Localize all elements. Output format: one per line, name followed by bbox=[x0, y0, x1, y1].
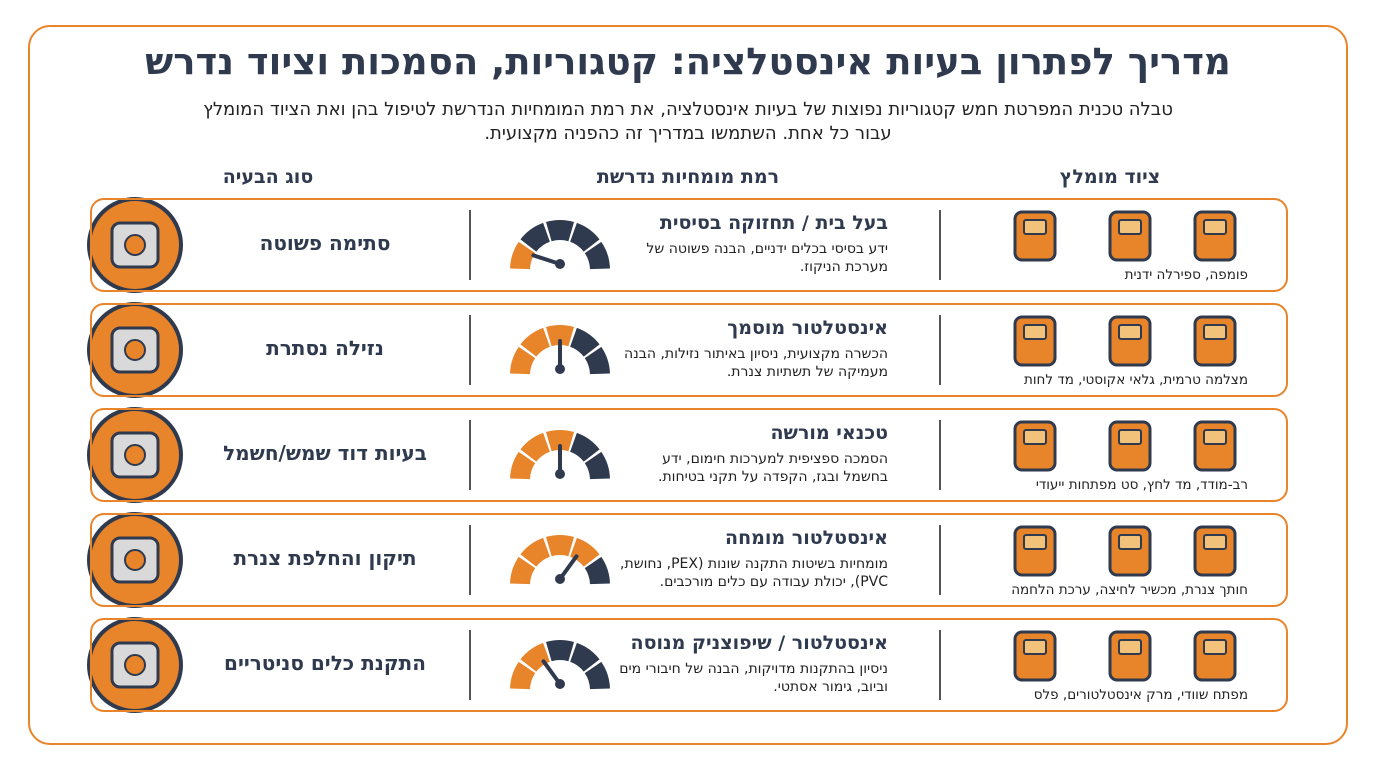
expertise-level: טכנאי מורשה bbox=[770, 422, 889, 444]
equipment-icon-detail bbox=[1118, 324, 1142, 340]
gauge-segment bbox=[584, 346, 610, 375]
equipment-icon-detail bbox=[1118, 219, 1142, 235]
expertise-level: אינסטלטור / שיפוצניק מנוסה bbox=[630, 632, 888, 654]
expertise-level: אינסטלטור מומחה bbox=[725, 527, 888, 549]
equipment-icon-detail bbox=[1023, 219, 1047, 235]
gauge-segment bbox=[570, 222, 600, 252]
gauge-hub bbox=[555, 469, 565, 479]
expertise-description: מומחיות בשיטות התקנה שונות (PEX, נחושת, … bbox=[620, 556, 888, 590]
problem-icon-detail bbox=[124, 234, 146, 256]
gauge-hub bbox=[555, 364, 565, 374]
gauge-segment bbox=[584, 661, 610, 690]
problem-type: סתימה פשוטה bbox=[259, 231, 391, 255]
gauge-segment bbox=[520, 537, 550, 567]
equipment-icon-detail bbox=[1118, 429, 1142, 445]
expertise-level: בעל בית / תחזוקה בסיסית bbox=[659, 212, 888, 234]
gauge-segment bbox=[570, 327, 600, 357]
problem-type: בעיות דוד שמש/חשמל bbox=[223, 441, 427, 465]
gauge-hub bbox=[555, 259, 565, 269]
gauge-segment bbox=[545, 535, 575, 557]
expertise-description: הסמכה ספציפית למערכות חימום, ידע בחשמל ו… bbox=[658, 451, 888, 485]
gauge-segment bbox=[570, 642, 600, 672]
table-row bbox=[90, 513, 1288, 607]
problem-icon-detail bbox=[124, 654, 146, 676]
equipment: פומפה, ספירלה ידנית bbox=[1124, 267, 1248, 283]
equipment-icon-detail bbox=[1203, 534, 1227, 550]
gauge-segment bbox=[570, 432, 600, 462]
equipment-icon-detail bbox=[1203, 429, 1227, 445]
subtitle: טבלה טכנית המפרטת חמש קטגוריות נפוצות של… bbox=[203, 99, 1173, 144]
frame bbox=[28, 25, 1348, 745]
problem-type: התקנת כלים סניטריים bbox=[224, 651, 426, 675]
expertise-description: הכשרה מקצועית, ניסיון באיתור נזילות, הבנ… bbox=[624, 346, 888, 380]
problem-icon-detail bbox=[124, 339, 146, 361]
equipment: חותך צנרת, מכשיר לחיצה, ערכת הלחמה bbox=[1011, 582, 1248, 598]
title: מדריך לפתרון בעיות אינסטלציה: קטגוריות, … bbox=[145, 40, 1231, 83]
table-row bbox=[90, 198, 1288, 292]
equipment-icon-detail bbox=[1203, 324, 1227, 340]
problem-type: נזילה נסתרת bbox=[266, 336, 384, 360]
expertise-level: אינסטלטור מוסמך bbox=[727, 317, 888, 339]
equipment-icon-detail bbox=[1023, 324, 1047, 340]
expertise-description: ידע בסיסי בכלים ידניים, הבנה פשוטה של מע… bbox=[646, 241, 888, 275]
gauge-segment bbox=[584, 241, 610, 270]
column-header: רמת מומחיות נדרשת bbox=[596, 166, 780, 188]
gauge-segment bbox=[584, 556, 610, 585]
gauge-segment bbox=[510, 346, 536, 375]
table-row bbox=[90, 618, 1288, 712]
gauge-segment bbox=[545, 639, 575, 662]
gauge-segment bbox=[520, 642, 550, 672]
gauge-segment bbox=[520, 222, 550, 252]
gauge-segment bbox=[584, 451, 610, 480]
expertise-description: ניסיון בהתקנות מדויקות, הבנה של חיבורי מ… bbox=[619, 661, 888, 695]
gauge-segment bbox=[545, 430, 575, 452]
problem-type: תיקון והחלפת צנרת bbox=[233, 546, 417, 570]
gauge-hub bbox=[555, 574, 565, 584]
equipment-icon-detail bbox=[1118, 534, 1142, 550]
problem-icon-detail bbox=[124, 549, 146, 571]
equipment-icon-detail bbox=[1118, 639, 1142, 655]
equipment-icon-detail bbox=[1023, 429, 1047, 445]
gauge-segment bbox=[510, 556, 536, 585]
table-row bbox=[90, 303, 1288, 397]
gauge-segment bbox=[510, 451, 536, 480]
problem-icon-detail bbox=[124, 444, 146, 466]
gauge-segment bbox=[545, 325, 575, 347]
equipment-icon-detail bbox=[1203, 219, 1227, 235]
equipment: רב-מודד, מד לחץ, סט מפתחות ייעודי bbox=[1035, 477, 1248, 493]
equipment-icon-detail bbox=[1023, 639, 1047, 655]
column-header: ציוד מומלץ bbox=[1059, 166, 1161, 188]
equipment-icon-detail bbox=[1203, 639, 1227, 655]
equipment: מצלמה טרמית, גלאי אקוסטי, מד לחות bbox=[1024, 372, 1248, 388]
equipment-icon-detail bbox=[1023, 534, 1047, 550]
gauge-segment bbox=[520, 327, 550, 357]
equipment: מפתח שוודי, מרק אינסטלטורים, פלס bbox=[1033, 687, 1248, 703]
gauge-segment bbox=[510, 661, 536, 690]
column-header: סוג הבעיה bbox=[222, 166, 314, 188]
gauge-segment bbox=[570, 537, 600, 567]
table-row bbox=[90, 408, 1288, 502]
gauge-segment bbox=[520, 432, 550, 462]
gauge-hub bbox=[555, 679, 565, 689]
gauge-segment bbox=[545, 219, 575, 242]
gauge-segment bbox=[510, 241, 536, 270]
